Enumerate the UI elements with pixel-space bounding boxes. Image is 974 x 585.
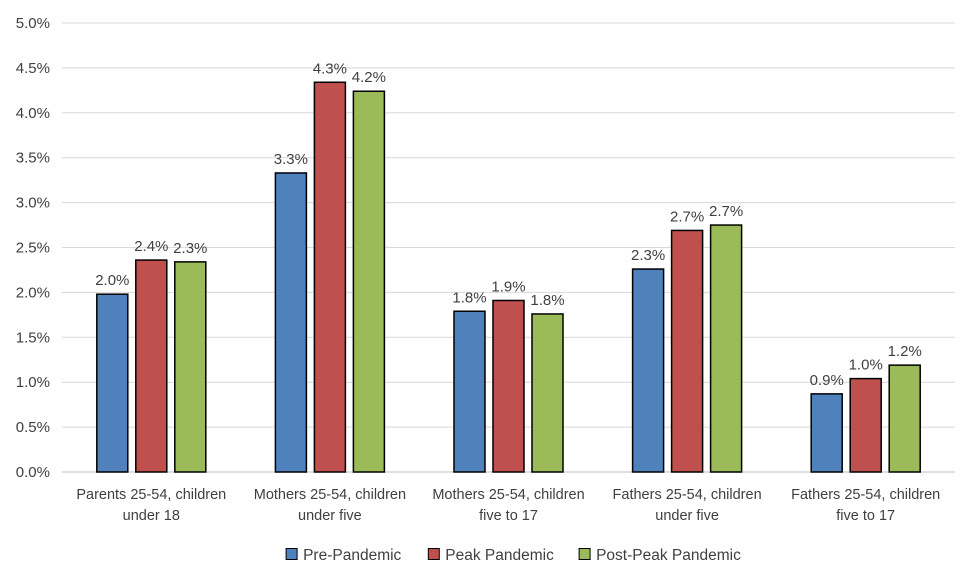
axes: 0.0% 0.5% 1.0% 1.5% 2.0% 2.5% 3.0% 3.5% 4.0% 4.5%… <box>16 15 940 524</box>
bar <box>313 81 347 473</box>
gridlines <box>62 22 955 473</box>
bar <box>135 259 168 473</box>
bar <box>96 293 129 473</box>
bar <box>531 313 564 473</box>
bar <box>709 224 743 473</box>
legend-swatch <box>285 548 298 560</box>
bar <box>453 310 486 473</box>
data-label: 0.9% <box>810 372 844 389</box>
data-label: 1.9% <box>491 278 525 295</box>
bar <box>352 90 386 473</box>
legend: Pre-Pandemic Peak Pandemic Post-Peak Pande… <box>285 547 741 564</box>
data-label: 2.4% <box>134 238 168 255</box>
data-label: 3.3% <box>274 151 308 168</box>
legend-swatch <box>578 548 591 560</box>
legend-label: Post-Peak Pandemic <box>596 547 741 564</box>
y-tick-label: 5.0% <box>16 15 50 32</box>
legend-swatch <box>427 548 440 560</box>
x-category-label: under 18 <box>123 508 180 524</box>
y-tick-label: 3.5% <box>16 150 50 167</box>
x-category-label: Mothers 25-54, children <box>432 487 584 503</box>
data-label: 1.8% <box>530 292 564 309</box>
legend-label: Peak Pandemic <box>445 547 554 564</box>
x-category-label: five to 17 <box>836 508 895 524</box>
data-label: 1.8% <box>452 289 486 306</box>
data-label: 2.0% <box>95 272 129 289</box>
data-label: 2.3% <box>173 240 207 257</box>
bar <box>670 229 704 473</box>
y-tick-label: 4.0% <box>16 105 50 122</box>
x-category-label: Fathers 25-54, children <box>613 487 762 503</box>
x-category-label: Fathers 25-54, children <box>791 487 940 503</box>
data-label: 2.3% <box>631 247 665 264</box>
bar <box>810 393 843 473</box>
y-tick-label: 1.5% <box>16 329 50 346</box>
y-tick-label: 3.0% <box>16 195 50 212</box>
data-label: 2.7% <box>709 203 743 220</box>
bar <box>492 299 525 473</box>
bar <box>274 172 308 473</box>
bar <box>174 261 207 473</box>
y-tick-label: 0.5% <box>16 419 50 436</box>
y-tick-label: 2.5% <box>16 240 50 257</box>
data-labels: 2.0% 2.4% 2.3% 3.3% 4.3% 4.2% 1.8% 1.9% 1.8% 2.3%… <box>95 60 922 389</box>
data-label: 2.7% <box>670 208 704 225</box>
bars <box>96 81 921 473</box>
bar <box>631 268 665 473</box>
x-category-label: under five <box>655 508 719 524</box>
data-label: 4.2% <box>352 69 386 86</box>
y-tick-label: 4.5% <box>16 60 50 77</box>
y-tick-label: 2.0% <box>16 284 50 301</box>
x-category-label: five to 17 <box>479 508 538 524</box>
x-category-label: Parents 25-54, children <box>76 487 226 503</box>
data-label: 1.2% <box>888 343 922 360</box>
data-label: 4.3% <box>313 60 347 77</box>
x-category-label: under five <box>298 508 362 524</box>
y-tick-label: 0.0% <box>16 464 50 481</box>
bar <box>849 377 882 473</box>
y-tick-label: 1.0% <box>16 374 50 391</box>
legend-label: Pre-Pandemic <box>303 547 401 564</box>
x-category-label: Mothers 25-54, children <box>254 487 406 503</box>
data-label: 1.0% <box>849 357 883 374</box>
bar <box>888 364 921 473</box>
